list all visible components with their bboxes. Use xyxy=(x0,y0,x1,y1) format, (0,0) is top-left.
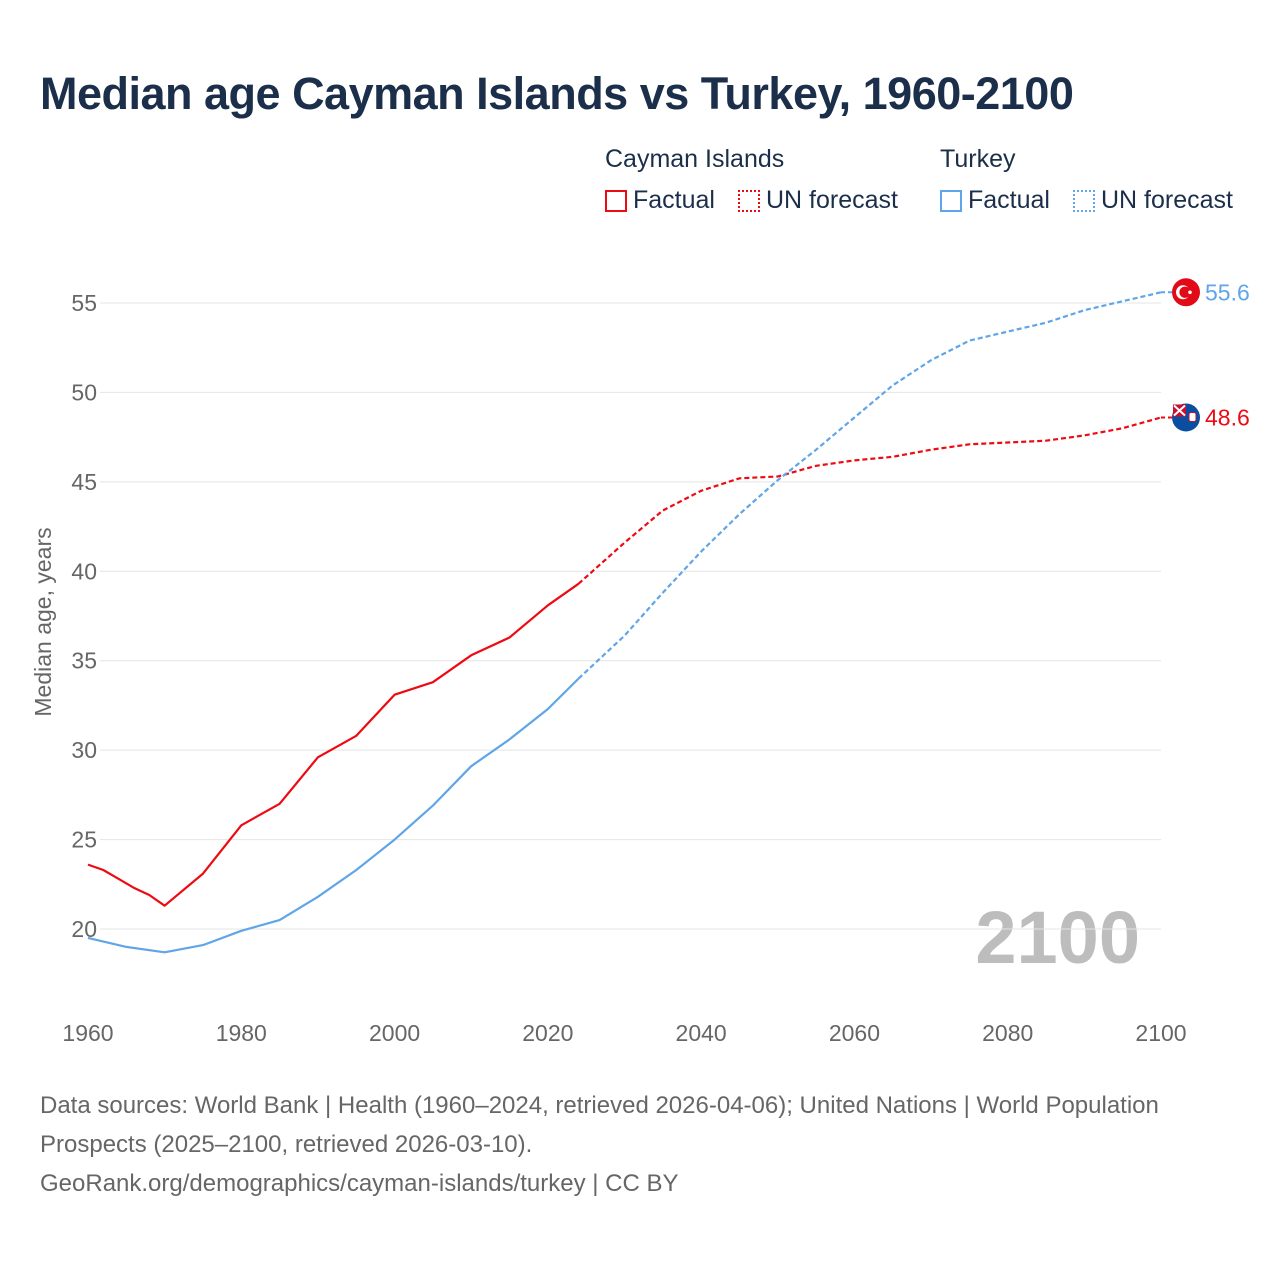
legend-label: Factual xyxy=(968,186,1050,214)
x-tick-label: 1960 xyxy=(62,1020,113,1046)
series-line-factual-1 xyxy=(87,677,580,954)
x-tick-label: 2100 xyxy=(1135,1020,1186,1046)
y-tick-label: 50 xyxy=(71,379,97,405)
series-line-factual-0 xyxy=(87,582,580,907)
x-tick-label: 1980 xyxy=(216,1020,267,1046)
y-tick-label: 30 xyxy=(71,737,97,763)
y-tick-label: 35 xyxy=(71,648,97,674)
legend-turkey-factual[interactable]: Factual xyxy=(940,186,1050,215)
legend-label: Factual xyxy=(633,186,715,214)
legend-label: UN forecast xyxy=(766,186,898,214)
legend-swatch xyxy=(605,190,627,212)
footer: Data sources: World Bank | Health (1960–… xyxy=(40,1086,1190,1203)
turkey-flag-icon xyxy=(1172,278,1200,307)
legend-cayman-factual[interactable]: Factual xyxy=(605,186,715,215)
legend-swatch xyxy=(1073,190,1095,212)
series-line-forecast-0 xyxy=(577,416,1162,585)
y-axis-label: Median age, years xyxy=(30,527,56,716)
legend-group-turkey: Turkey xyxy=(940,145,1016,173)
y-tick-label: 25 xyxy=(71,827,97,853)
x-tick-label: 2040 xyxy=(676,1020,727,1046)
source-link[interactable]: GeoRank.org/demographics/cayman-islands/… xyxy=(40,1170,679,1197)
legend-turkey-forecast[interactable]: UN forecast xyxy=(1073,186,1233,215)
legend-label: UN forecast xyxy=(1101,186,1233,214)
x-tick-label: 2080 xyxy=(982,1020,1033,1046)
legend-cayman-forecast[interactable]: UN forecast xyxy=(738,186,898,215)
cayman-flag-icon xyxy=(1172,403,1200,432)
x-tick-label: 2060 xyxy=(829,1020,880,1046)
y-tick-label: 20 xyxy=(71,916,97,942)
end-value-label: 55.6 xyxy=(1205,279,1250,305)
end-value-label: 48.6 xyxy=(1205,404,1250,430)
legend-group-cayman: Cayman Islands xyxy=(605,145,785,173)
legend-swatch xyxy=(738,190,760,212)
x-tick-label: 2020 xyxy=(522,1020,573,1046)
data-sources: Data sources: World Bank | Health (1960–… xyxy=(40,1092,1159,1158)
y-tick-label: 45 xyxy=(71,469,97,495)
year-watermark: 2100 xyxy=(975,896,1140,979)
y-tick-label: 55 xyxy=(71,290,97,316)
chart-title: Median age Cayman Islands vs Turkey, 196… xyxy=(40,68,1074,119)
x-tick-label: 2000 xyxy=(369,1020,420,1046)
legend-swatch xyxy=(940,190,962,212)
y-tick-label: 40 xyxy=(71,558,97,584)
series-line-forecast-1 xyxy=(577,291,1162,680)
